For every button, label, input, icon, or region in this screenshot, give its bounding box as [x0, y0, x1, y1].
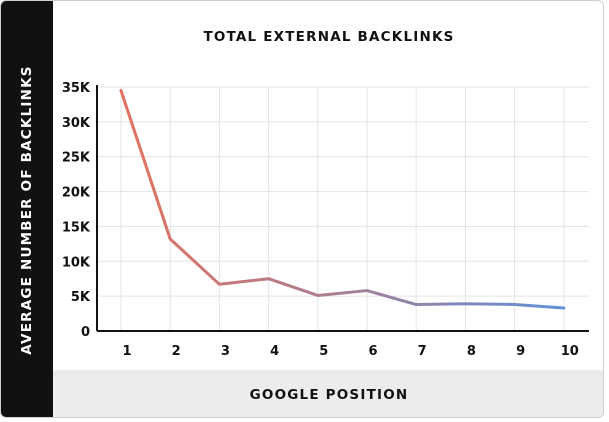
x-tick-label: 6 [368, 344, 377, 359]
x-tick-label: 9 [516, 344, 525, 359]
axes [96, 85, 589, 332]
x-tick-label: 5 [319, 344, 328, 359]
x-tick-label: 8 [467, 344, 476, 359]
y-tick-label: 5K [71, 290, 91, 305]
x-axis-label-bar: GOOGLE POSITION [53, 370, 603, 417]
x-tick-label: 4 [270, 344, 279, 359]
y-tick-label: 10K [62, 255, 91, 270]
grid-lines [97, 86, 589, 331]
x-tick-labels: 1 2 3 4 5 6 7 8 9 10 [122, 344, 578, 359]
x-tick-label: 2 [172, 344, 181, 359]
y-tick-label: 15K [62, 220, 91, 235]
y-axis-label-bar: AVERAGE NUMBER OF BACKLINKS [1, 1, 53, 417]
x-tick-label: 1 [122, 344, 131, 359]
x-tick-label: 10 [561, 344, 579, 359]
chart-title: TOTAL EXTERNAL BACKLINKS [203, 29, 455, 45]
y-tick-labels: 0 5K 10K 15K 20K 25K 30K 35K [62, 81, 91, 340]
x-axis-label: GOOGLE POSITION [249, 387, 409, 403]
x-tick-label: 3 [221, 344, 230, 359]
line-chart: 0 5K 10K 15K 20K 25K 30K 35K 1 2 3 4 5 6 7 8 9 10 [62, 81, 589, 359]
y-tick-label: 20K [62, 186, 91, 201]
x-tick-label: 7 [418, 344, 427, 359]
y-tick-label: 0 [81, 325, 90, 340]
y-tick-label: 25K [62, 151, 91, 166]
y-tick-label: 30K [62, 116, 91, 131]
series-line [119, 88, 566, 310]
series-backlinks [119, 88, 566, 310]
y-tick-label: 35K [62, 81, 91, 96]
